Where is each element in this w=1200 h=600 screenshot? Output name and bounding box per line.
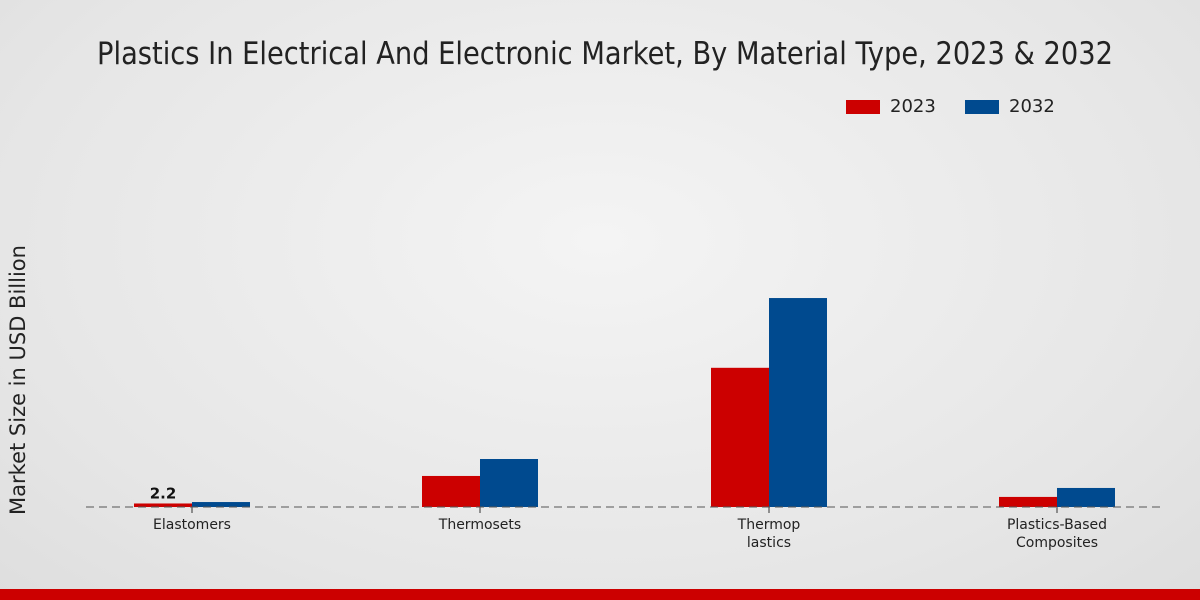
legend-swatch [846, 99, 880, 114]
x-tick-label: Elastomers [153, 517, 231, 533]
footer-bar [0, 589, 1200, 600]
x-tick-label: Thermop lastics [737, 517, 801, 551]
bar-2023 [422, 475, 480, 507]
data-label: 2.2 [150, 484, 177, 502]
x-tick-label: Plastics-Based Composites [1007, 517, 1107, 551]
bar-2023 [711, 367, 769, 507]
bar-2032 [1057, 487, 1115, 507]
bar-2023 [999, 496, 1057, 507]
x-tick-label: Thermosets [438, 517, 521, 533]
legend-swatch [965, 99, 999, 114]
bar-2023 [134, 503, 192, 507]
bar-2032 [769, 298, 827, 507]
bar-2032 [192, 502, 250, 507]
legend-label: 2023 [890, 96, 936, 117]
legend-item-2032: 2032 [965, 96, 1055, 117]
legend-item-2023: 2023 [846, 96, 936, 117]
chart-title: Plastics In Electrical And Electronic Ma… [97, 36, 1113, 72]
legend-label: 2032 [1009, 96, 1055, 117]
bar-2032 [480, 459, 538, 507]
